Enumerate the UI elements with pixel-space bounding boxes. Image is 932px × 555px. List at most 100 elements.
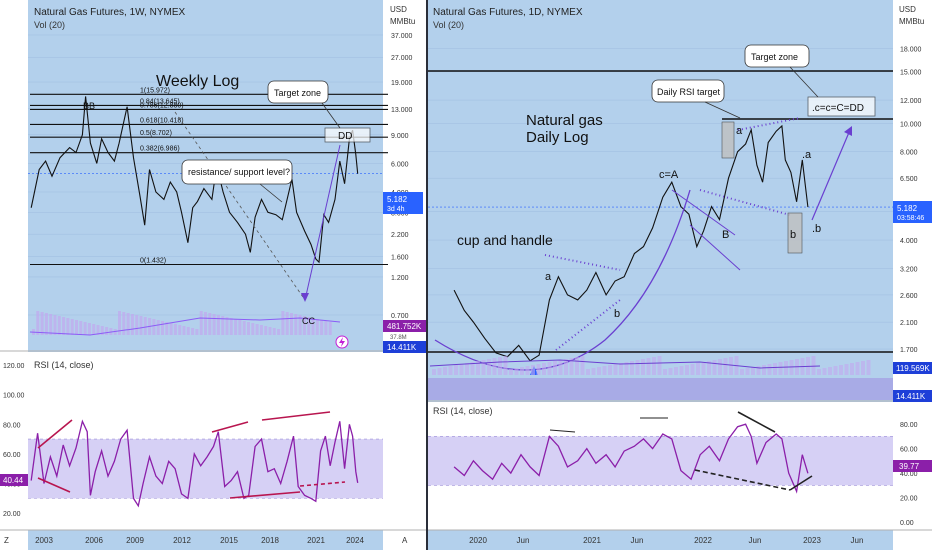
right-rsi-tag: [893, 460, 932, 472]
right-volume-bar: [547, 362, 552, 375]
right-volume-title: Vol (20): [433, 20, 464, 30]
right-price-tick-label: 2.100: [900, 320, 918, 327]
left-volume-bar: [40, 312, 44, 335]
right-volume-bar: [536, 364, 541, 375]
left-volume-bar: [79, 321, 83, 335]
left-volume-bar: [195, 329, 199, 335]
fib-diagonal: [174, 111, 306, 301]
channel-lower: [689, 224, 741, 271]
left-volume-bar: [143, 317, 147, 335]
ccdd-box: [807, 96, 876, 117]
left-unit: MMBtu: [390, 17, 415, 26]
left-price-axis: [383, 0, 426, 550]
left-volume-bar: [281, 311, 285, 335]
left-price-tick-label: 2.200: [391, 232, 409, 239]
lightning-glyph: [339, 337, 345, 347]
left-volume-bar: [57, 316, 61, 335]
right-price-tick-label: 8.000: [900, 150, 918, 157]
left-price-tick-label: 13.000: [391, 107, 413, 114]
left-price-tick-label: 37.000: [391, 33, 413, 40]
cup-handle-label: cup and handle: [457, 232, 553, 248]
right-time-tick-label: 2021: [583, 536, 601, 545]
left-volume-bar: [264, 326, 268, 335]
left-price-value: 5.182: [387, 195, 408, 204]
left-volume-bar: [130, 314, 134, 335]
left-volume-bar: [113, 329, 117, 335]
right-volume-bar: [833, 366, 838, 375]
left-volume-bar: [109, 328, 113, 335]
left-volume-bar: [139, 316, 143, 335]
left-volume-bar: [122, 312, 126, 335]
natural-gas-label: Natural gas: [526, 112, 603, 129]
right-volume-bar: [718, 359, 722, 375]
right-volume-bar: [492, 358, 497, 375]
daily-rsi-label: Daily RSI target: [657, 87, 721, 97]
right-volume-bar: [437, 368, 442, 375]
right-volume-bar: [756, 366, 761, 375]
wave-a-top-label: a: [736, 125, 743, 137]
right-volume-bar: [690, 364, 695, 375]
left-volume-bar: [75, 320, 78, 335]
right-rsi-tick-label: 60.00: [900, 447, 918, 454]
right-volume-bar: [657, 356, 662, 375]
right-volume-bar: [646, 358, 651, 375]
right-time-tick-label: 2023: [803, 536, 821, 545]
left-rsi-tick-label: 20.00: [3, 511, 21, 518]
left-volume-bar: [96, 325, 100, 335]
dd-label: DD: [338, 131, 352, 142]
right-volume-bar: [844, 364, 849, 375]
right-volume-bar: [663, 369, 667, 375]
fib-level-label: 0.618(10.418): [140, 117, 184, 124]
ccdd-label: .c=c=C=DD: [812, 103, 864, 114]
left-rsi-title: RSI (14, close): [34, 360, 94, 370]
left-rsi-divergence: [261, 411, 331, 421]
left-rsi-divergence: [229, 491, 301, 499]
right-volume-bar: [443, 367, 447, 375]
right-chart-title: Natural Gas Futures, 1D, NYMEX: [433, 7, 583, 18]
left-volume-value: 481.752K: [387, 322, 422, 331]
right-volume-bar: [762, 365, 766, 375]
right-unit: MMBtu: [899, 17, 924, 26]
left-rsi-value: 40.44: [3, 476, 24, 485]
left-volume-ma-tag: [383, 341, 426, 353]
left-volume-bar: [294, 314, 298, 335]
right-volume-bar: [525, 366, 530, 375]
right-volume-bar: [773, 363, 777, 375]
left-rsi-tick-label: 60.00: [3, 452, 21, 459]
right-volume-bar: [509, 369, 513, 375]
resistance-callout: [181, 159, 293, 185]
b-marker-box: [787, 212, 803, 254]
left-price-tick-label: 0.700: [391, 313, 409, 320]
right-volume-bar: [531, 365, 535, 375]
left-volume-bar: [311, 318, 315, 335]
right-volume-bar: [591, 368, 596, 375]
weekly-log-label: Weekly Log: [156, 73, 239, 90]
left-volume-bar: [100, 326, 104, 335]
right-rsi-divergence: [737, 411, 776, 433]
left-volume-bar: [290, 313, 293, 335]
right-rsi-divergence: [789, 475, 813, 491]
b-dot-label: .b: [812, 223, 821, 235]
right-volume-bar: [448, 366, 453, 375]
left-footer-z[interactable]: Z: [4, 536, 9, 545]
right-price-tick-label: 4.000: [900, 238, 918, 245]
left-rsi-tick-label: 120.00: [3, 363, 25, 370]
cc-arrow: [301, 293, 309, 302]
right-rsi-tick-label: 40.00: [900, 471, 918, 478]
right-volume-bar: [652, 357, 656, 375]
left-time-tick-label: 2006: [85, 536, 103, 545]
left-volume-bar: [324, 321, 328, 335]
right-volume-bar: [514, 368, 519, 375]
left-rsi-divergence: [299, 481, 346, 487]
left-footer-a[interactable]: A: [402, 536, 408, 545]
fib-level-label: 0.382(6.986): [140, 146, 180, 153]
left-volume-bar: [173, 324, 177, 335]
right-time-tick-label: Jun: [631, 536, 644, 545]
right-volume-bar: [630, 361, 634, 375]
right-rsi-divergence: [694, 469, 791, 491]
right-volume-bar: [784, 361, 788, 375]
right-volume-bar: [586, 369, 590, 375]
left-time-tick-label: 2024: [346, 536, 364, 545]
left-volume-bar: [328, 322, 332, 335]
